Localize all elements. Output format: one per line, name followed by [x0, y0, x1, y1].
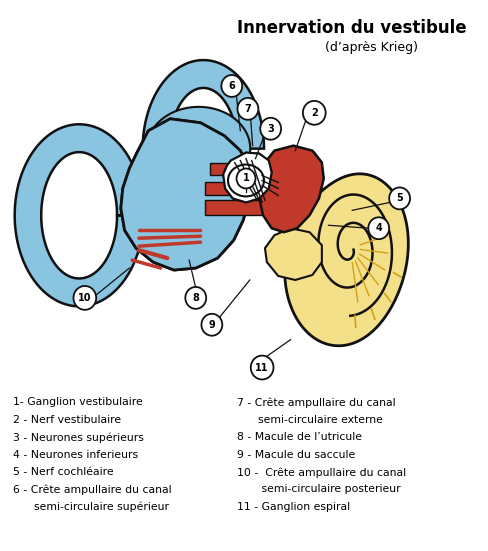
Text: 9: 9 [208, 320, 215, 329]
Polygon shape [223, 153, 271, 202]
Text: 10: 10 [78, 293, 91, 303]
Polygon shape [121, 119, 249, 270]
Circle shape [236, 169, 255, 188]
Polygon shape [284, 174, 407, 346]
Polygon shape [274, 149, 321, 179]
Text: 5 - Nerf cochléaire: 5 - Nerf cochléaire [13, 467, 113, 477]
Circle shape [185, 287, 206, 309]
Polygon shape [223, 153, 271, 202]
Text: 11 - Ganglion espiral: 11 - Ganglion espiral [236, 502, 349, 512]
Polygon shape [264, 228, 321, 280]
Text: 2 - Nerf vestibulaire: 2 - Nerf vestibulaire [13, 415, 121, 425]
Text: 6: 6 [228, 81, 235, 91]
Text: 9 - Macule du saccule: 9 - Macule du saccule [236, 450, 354, 460]
Circle shape [388, 187, 409, 209]
Polygon shape [209, 163, 271, 175]
Circle shape [201, 314, 222, 336]
Circle shape [221, 75, 242, 97]
Text: 8: 8 [192, 293, 199, 303]
Text: semi-circulaire externe: semi-circulaire externe [236, 415, 382, 425]
Text: 1: 1 [242, 174, 249, 183]
Text: (d’après Krieg): (d’après Krieg) [324, 41, 417, 54]
Text: 5: 5 [395, 193, 402, 203]
Text: Innervation du vestibule: Innervation du vestibule [237, 19, 466, 37]
Polygon shape [259, 145, 323, 232]
Text: 3: 3 [267, 124, 273, 134]
Polygon shape [205, 201, 266, 215]
Circle shape [73, 286, 96, 310]
Text: 2: 2 [310, 108, 317, 118]
Text: 3 - Neurones supérieurs: 3 - Neurones supérieurs [13, 432, 143, 442]
Text: 4: 4 [375, 223, 381, 233]
Text: 7: 7 [244, 104, 251, 114]
Circle shape [260, 118, 281, 140]
Text: semi-circulaire supérieur: semi-circulaire supérieur [13, 502, 168, 512]
Text: 10 -  Crête ampullaire du canal: 10 - Crête ampullaire du canal [236, 467, 405, 478]
Polygon shape [205, 182, 271, 196]
Circle shape [250, 355, 273, 380]
Text: 4 - Neurones inferieurs: 4 - Neurones inferieurs [13, 450, 138, 460]
Text: 7 - Crête ampullaire du canal: 7 - Crête ampullaire du canal [236, 397, 394, 408]
Text: 8 - Macule de l’utricule: 8 - Macule de l’utricule [236, 432, 361, 442]
Ellipse shape [227, 165, 264, 196]
Text: semi-circulaire posterieur: semi-circulaire posterieur [236, 484, 399, 494]
Polygon shape [121, 119, 249, 270]
Circle shape [237, 98, 258, 120]
Text: 1- Ganglion vestibulaire: 1- Ganglion vestibulaire [13, 397, 142, 407]
Polygon shape [149, 107, 250, 191]
Polygon shape [142, 60, 264, 149]
Polygon shape [15, 125, 143, 306]
Text: 6 - Crête ampullaire du canal: 6 - Crête ampullaire du canal [13, 484, 171, 495]
Text: 11: 11 [255, 363, 268, 372]
Circle shape [302, 101, 325, 125]
Circle shape [367, 217, 388, 239]
